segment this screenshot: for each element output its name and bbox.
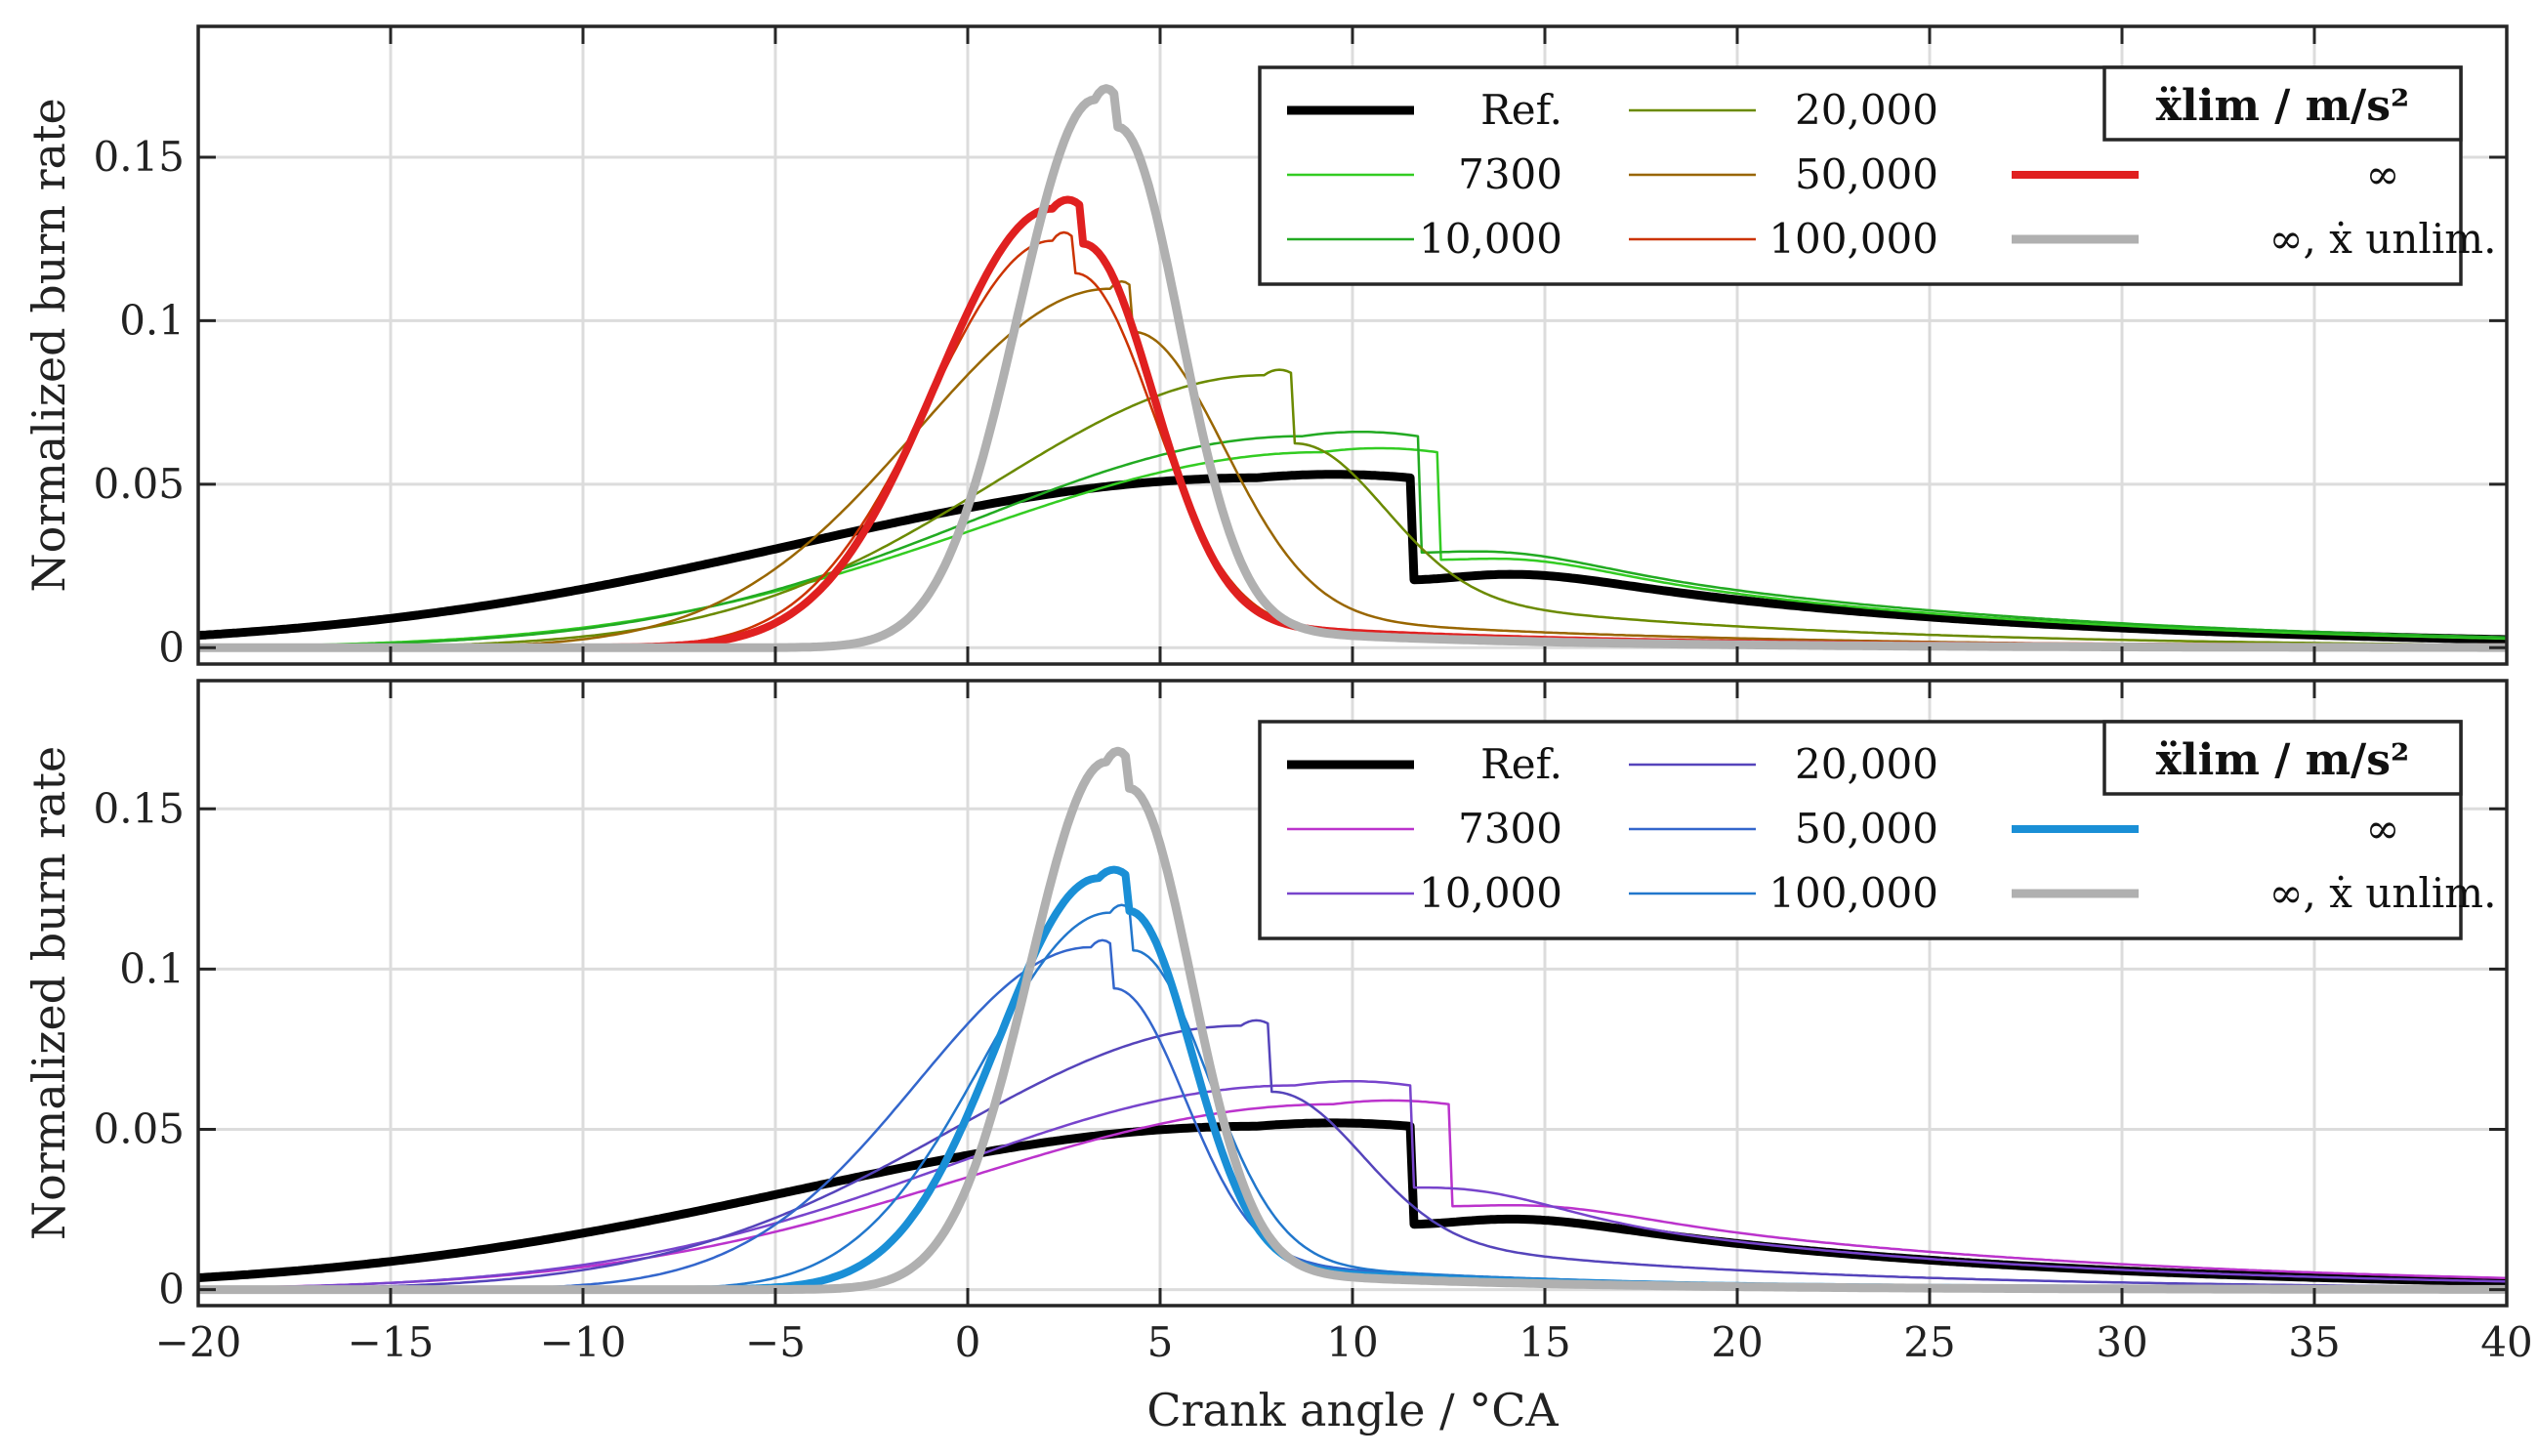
legend-label: 20,000 (1795, 86, 1938, 134)
series-line-4 (198, 1019, 2507, 1291)
legend-label: 100,000 (1768, 215, 1938, 263)
y-tick-label: 0.05 (93, 1104, 185, 1152)
y-axis-label: Normalized burn rate (22, 746, 75, 1240)
legend-label: 10,000 (1419, 215, 1562, 263)
x-tick-label: 10 (1326, 1318, 1378, 1366)
x-tick-label: −20 (155, 1318, 242, 1366)
legend: ẍlim / m/s² Ref. 7300 10,000 20,000 50,000 100… (1258, 720, 2497, 940)
legend-label: 10,000 (1419, 869, 1562, 917)
legend-label: ∞, ẋ unlim. (2269, 869, 2497, 917)
legend-title: ẍlim / m/s² (2156, 81, 2410, 131)
series-line-3 (198, 1080, 2507, 1290)
series-line-3 (198, 430, 2507, 648)
y-tick-label: 0.05 (93, 460, 185, 508)
legend: ẍlim / m/s² Ref. 7300 10,000 20,000 50,000 100… (1258, 65, 2497, 286)
series-line-4 (198, 368, 2507, 649)
x-tick-label: −5 (745, 1318, 806, 1366)
legend-label: ∞ (2366, 805, 2400, 853)
top-panel: 0 0.05 0.1 0.15 Normalized burn rate ẍlim / m… (22, 24, 2509, 671)
legend-label: ∞, ẋ unlim. (2269, 215, 2497, 263)
x-tick-label: 25 (1903, 1318, 1955, 1366)
x-tick-label: 35 (2288, 1318, 2340, 1366)
x-tick-label: 30 (2096, 1318, 2147, 1366)
x-tick-label: 20 (1711, 1318, 1763, 1366)
legend-label: 7300 (1458, 150, 1562, 198)
y-tick-label: 0.15 (93, 784, 185, 832)
legend-label: 7300 (1458, 805, 1562, 853)
y-tick-label: 0.1 (119, 296, 185, 344)
x-tick-label: 15 (1519, 1318, 1570, 1366)
y-tick-label: 0 (158, 1266, 185, 1313)
legend-label: Ref. (1480, 740, 1562, 788)
y-axis-label: Normalized burn rate (22, 98, 75, 592)
x-tick-label: 5 (1147, 1318, 1174, 1366)
legend-label: 50,000 (1795, 805, 1938, 853)
legend-label: ∞ (2366, 150, 2400, 198)
series-line-2 (198, 446, 2507, 648)
y-tick-label: 0.1 (119, 944, 185, 992)
x-tick-label: 0 (955, 1318, 981, 1366)
x-tick-label: 40 (2480, 1318, 2532, 1366)
legend-label: 50,000 (1795, 150, 1938, 198)
legend-title-box (2102, 65, 2463, 142)
legend-label: Ref. (1480, 86, 1562, 134)
y-tick-label: 0.15 (93, 133, 185, 181)
x-tick-label: −10 (540, 1318, 627, 1366)
legend-label: 100,000 (1768, 869, 1938, 917)
legend-label: 20,000 (1795, 740, 1938, 788)
series-line-2 (198, 1099, 2507, 1290)
legend-title-box (2102, 720, 2463, 796)
x-axis-label: Crank angle / °CA (1146, 1384, 1559, 1436)
legend-title: ẍlim / m/s² (2156, 735, 2410, 785)
x-tick-label: −15 (348, 1318, 435, 1366)
bottom-panel: −20 −15 −10 −5 0 5 10 15 20 25 30 35 40 0 0.05 0.1 0.15 N… (22, 679, 2533, 1436)
y-tick-label: 0 (158, 623, 185, 671)
